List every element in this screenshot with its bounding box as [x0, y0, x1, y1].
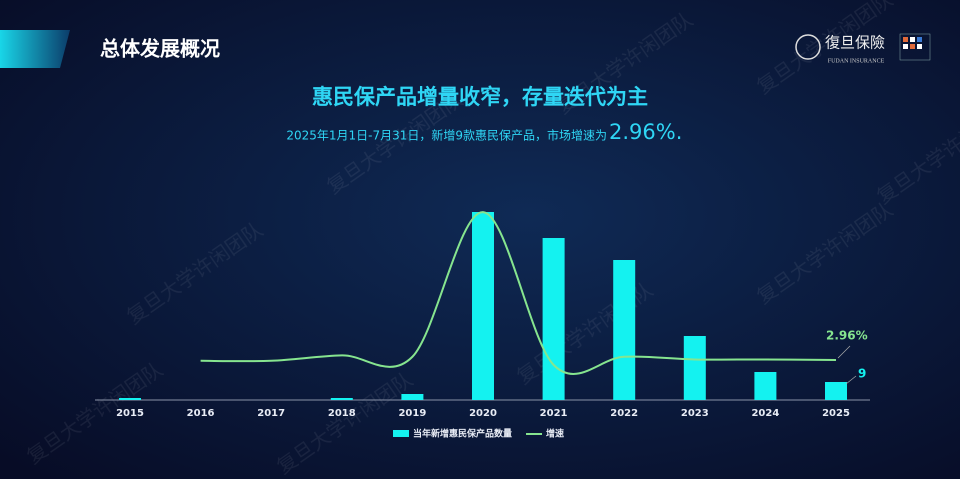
chart-title: 惠民保产品增量收窄，存量迭代为主 [312, 85, 648, 109]
bar [754, 372, 777, 400]
bar [472, 212, 494, 400]
data-label: 9 [858, 367, 866, 381]
logo-grid [899, 33, 931, 61]
plot: 2015 2016 2017 2018 2019 2020 2021 2022 2023 2024… [95, 211, 870, 440]
x-tick-label: 2016 [187, 408, 215, 419]
legend-swatch [393, 430, 409, 437]
bar [542, 238, 565, 400]
x-tick-label: 2022 [610, 408, 638, 419]
x-tick-label: 2024 [751, 408, 779, 419]
data-label: 2.96% [826, 329, 868, 343]
logo-subtext: FUDAN INSURANCE [828, 58, 885, 64]
bar [119, 398, 141, 400]
x-tick-label: 2017 [257, 408, 285, 419]
x-tick-label: 2023 [681, 408, 709, 419]
bar [401, 394, 424, 400]
bar [683, 336, 706, 400]
x-tick-label: 2018 [328, 408, 356, 419]
title-tab [0, 30, 70, 68]
legend-label: 当年新增惠民保产品数量 [413, 428, 512, 440]
bar [330, 398, 353, 400]
x-tick-label: 2021 [540, 408, 568, 419]
x-tick-label: 2015 [116, 408, 144, 419]
bar [613, 260, 636, 400]
x-tick-label: 2019 [398, 408, 426, 419]
bar [825, 382, 847, 400]
x-tick-label: 2020 [469, 408, 497, 419]
legend-label: 增速 [546, 428, 564, 440]
subtitle-highlight: 2.96%. [609, 120, 682, 144]
logo-text: 復旦保險 [825, 34, 885, 51]
label-leader [837, 345, 851, 359]
chart-subtitle: 2025年1月1日-7月31日，新增9款惠民保产品，市场增速为 [286, 128, 607, 143]
line [200, 211, 837, 375]
logo-seal [795, 34, 821, 60]
section-title: 总体发展概况 [100, 37, 220, 61]
label-leader [845, 375, 857, 385]
x-tick-label: 2025 [822, 408, 850, 419]
